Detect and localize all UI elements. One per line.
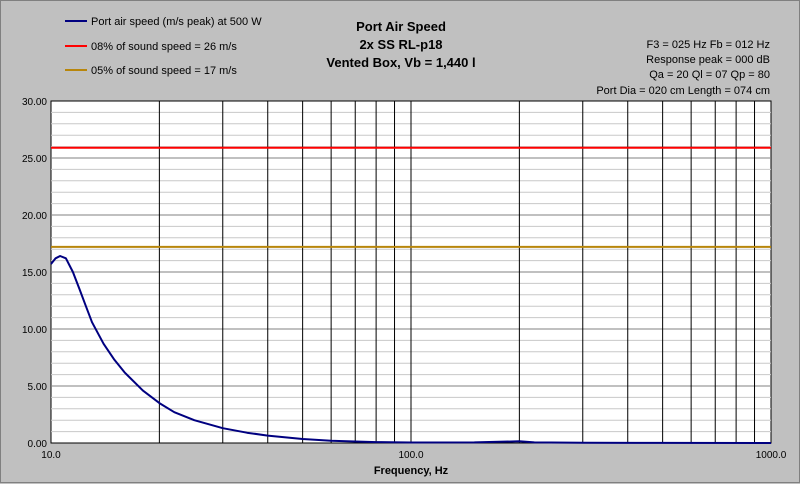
y-tick-label: 0.00	[28, 439, 48, 450]
x-tick-label: 1000.0	[756, 450, 787, 461]
info-line-q-values: Qa = 20 Ql = 07 Qp = 80	[649, 69, 770, 81]
legend-label-8pct: 08% of sound speed = 26 m/s	[91, 41, 237, 53]
x-axis-label: Frequency, Hz	[374, 465, 449, 477]
legend: Port air speed (m/s peak) at 500 W 08% o…	[65, 16, 262, 77]
tick-labels: 0.00 5.00 10.00 15.00 20.00 25.00 30.00 10.0 100…	[22, 97, 787, 461]
y-tick-label: 15.00	[22, 268, 47, 279]
x-tick-label: 10.0	[41, 450, 61, 461]
chart-title: Port Air Speed	[356, 19, 446, 34]
info-line-port-dims: Port Dia = 020 cm Length = 074 cm	[596, 85, 770, 97]
series-layer	[50, 146, 772, 444]
chart-subtitle-1: 2x SS RL-p18	[359, 37, 442, 52]
y-tick-label: 10.00	[22, 325, 47, 336]
y-tick-label: 5.00	[28, 382, 48, 393]
info-line-f3-fb: F3 = 025 Hz Fb = 012 Hz	[646, 39, 770, 51]
series-line-0	[50, 255, 772, 444]
y-tick-label: 25.00	[22, 154, 47, 165]
info-line-response-peak: Response peak = 000 dB	[646, 54, 770, 66]
x-tick-label: 100.0	[398, 450, 423, 461]
legend-label-port-speed: Port air speed (m/s peak) at 500 W	[91, 16, 262, 28]
parameter-info: F3 = 025 Hz Fb = 012 Hz Response peak = …	[596, 39, 770, 97]
grid	[51, 101, 771, 443]
y-tick-label: 30.00	[22, 97, 47, 108]
chart-subtitle-2: Vented Box, Vb = 1,440 l	[326, 55, 475, 70]
legend-label-5pct: 05% of sound speed = 17 m/s	[91, 65, 237, 77]
y-tick-label: 20.00	[22, 211, 47, 222]
